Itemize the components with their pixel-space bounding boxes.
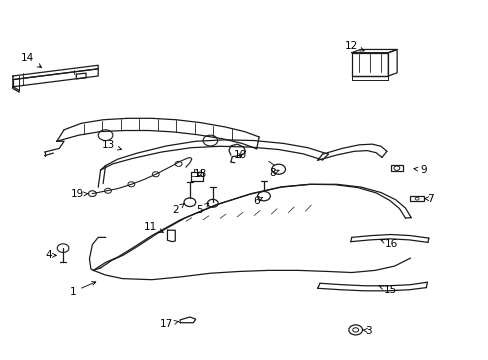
Text: 5: 5 [196, 203, 208, 216]
Text: 14: 14 [21, 53, 41, 67]
Text: 12: 12 [345, 41, 364, 51]
Text: 4: 4 [45, 250, 56, 260]
Text: 19: 19 [71, 189, 87, 199]
Text: 2: 2 [172, 204, 183, 216]
Text: 3: 3 [362, 325, 371, 336]
Text: 13: 13 [101, 140, 122, 150]
Text: 18: 18 [194, 168, 207, 179]
Text: 17: 17 [160, 319, 178, 329]
Text: 11: 11 [144, 222, 163, 233]
Text: 6: 6 [253, 196, 262, 206]
Text: 7: 7 [424, 194, 433, 204]
Text: 8: 8 [269, 168, 279, 178]
Text: 16: 16 [380, 239, 398, 249]
Text: 10: 10 [234, 150, 246, 160]
Text: 1: 1 [69, 282, 96, 297]
Text: 9: 9 [413, 165, 427, 175]
Text: 15: 15 [378, 285, 397, 296]
